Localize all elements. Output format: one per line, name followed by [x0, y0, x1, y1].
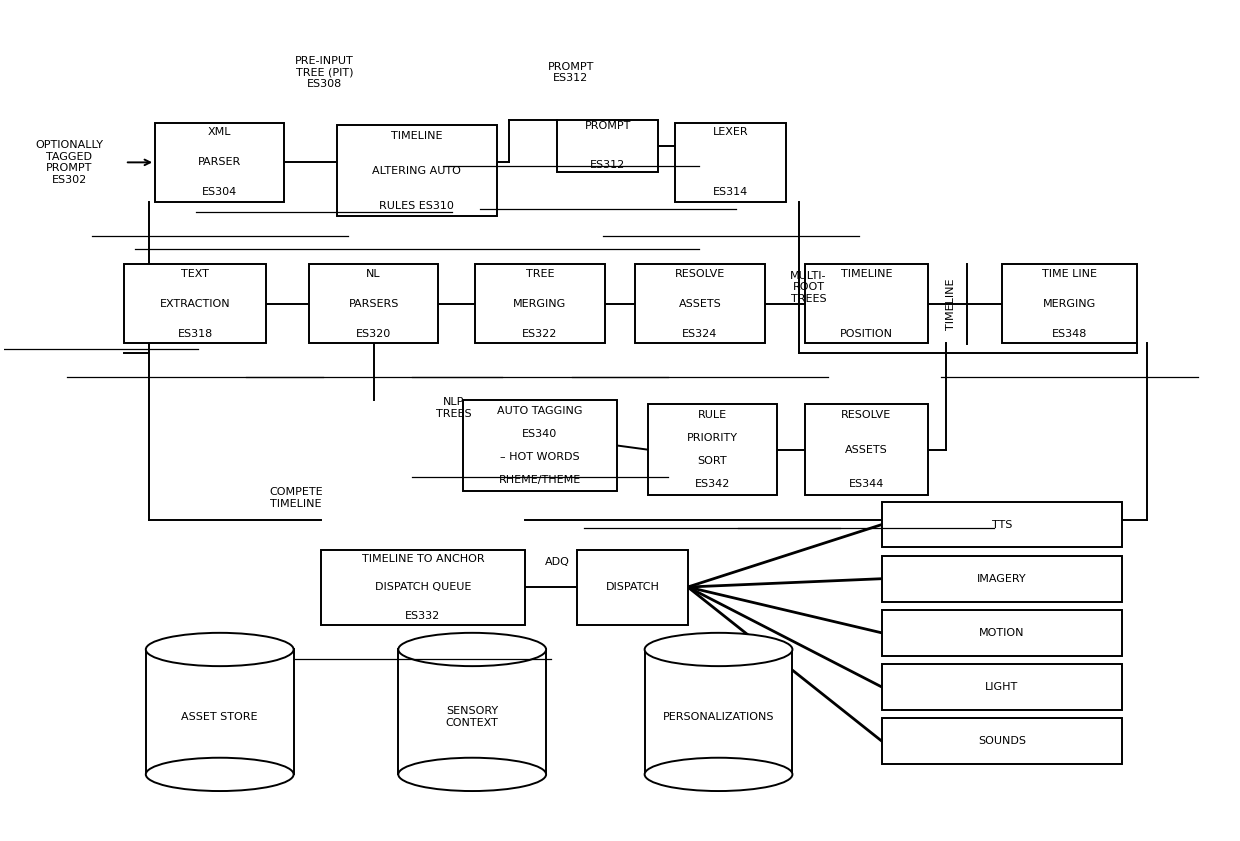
Text: RULE: RULE	[698, 410, 727, 420]
Text: ES304: ES304	[202, 188, 237, 198]
Bar	[577, 549, 688, 625]
Text: NLP
TREES: NLP TREES	[436, 397, 471, 419]
Bar	[398, 649, 546, 775]
Text: ES344: ES344	[848, 479, 884, 489]
Text: MERGING: MERGING	[1043, 299, 1096, 309]
Text: ES324: ES324	[682, 329, 718, 339]
Text: TIMELINE: TIMELINE	[946, 278, 956, 330]
Bar	[309, 264, 438, 343]
Bar	[557, 120, 658, 172]
Bar	[1002, 264, 1137, 343]
Text: PARSER: PARSER	[198, 157, 242, 167]
Text: ES318: ES318	[177, 329, 213, 339]
Text: MOTION: MOTION	[980, 628, 1024, 637]
Text: PARSERS: PARSERS	[348, 299, 399, 309]
Bar	[475, 264, 605, 343]
Bar	[676, 123, 786, 202]
Text: – HOT WORDS: – HOT WORDS	[500, 452, 580, 462]
Bar	[463, 399, 618, 491]
Ellipse shape	[398, 632, 546, 666]
Bar	[882, 610, 1122, 656]
Text: SORT: SORT	[698, 457, 727, 466]
Bar	[635, 264, 765, 343]
Text: ES322: ES322	[522, 329, 558, 339]
Text: DISPATCH: DISPATCH	[605, 582, 660, 592]
Text: PROMPT
ES312: PROMPT ES312	[548, 61, 594, 83]
Text: ES312: ES312	[590, 161, 625, 171]
Text: ALTERING AUTO: ALTERING AUTO	[372, 166, 461, 176]
Bar	[882, 718, 1122, 764]
Text: ASSETS: ASSETS	[844, 445, 888, 455]
Text: ES320: ES320	[356, 329, 392, 339]
Bar	[882, 502, 1122, 547]
Text: TIME LINE: TIME LINE	[1042, 269, 1097, 279]
Text: ES332: ES332	[405, 611, 440, 621]
Bar	[124, 264, 265, 343]
Text: ES340: ES340	[522, 429, 558, 439]
Text: TIMELINE: TIMELINE	[391, 131, 443, 141]
Text: SOUNDS: SOUNDS	[978, 736, 1025, 746]
Text: RULES ES310: RULES ES310	[379, 200, 454, 210]
Text: RESOLVE: RESOLVE	[675, 269, 725, 279]
Text: EXTRACTION: EXTRACTION	[160, 299, 231, 309]
Text: TIMELINE: TIMELINE	[841, 269, 892, 279]
Text: POSITION: POSITION	[839, 329, 893, 339]
Bar	[337, 125, 497, 216]
Bar	[321, 549, 525, 625]
Text: TIMELINE TO ANCHOR: TIMELINE TO ANCHOR	[362, 553, 485, 563]
Text: DISPATCH QUEUE: DISPATCH QUEUE	[374, 582, 471, 592]
Text: LEXER: LEXER	[713, 127, 749, 137]
Ellipse shape	[398, 758, 546, 791]
Text: MULTI-
ROOT
TREES: MULTI- ROOT TREES	[790, 271, 827, 304]
Text: NL: NL	[366, 269, 381, 279]
Text: OPTIONALLY
TAGGED
PROMPT
ES302: OPTIONALLY TAGGED PROMPT ES302	[36, 140, 103, 185]
Text: LIGHT: LIGHT	[986, 682, 1018, 692]
Text: ASSETS: ASSETS	[678, 299, 722, 309]
Text: TEXT: TEXT	[181, 269, 210, 279]
Text: ES314: ES314	[713, 188, 749, 198]
Ellipse shape	[146, 632, 294, 666]
Bar	[645, 649, 792, 775]
Bar	[146, 649, 294, 775]
Text: XML: XML	[208, 127, 232, 137]
Bar	[882, 664, 1122, 710]
Bar	[882, 556, 1122, 601]
Text: PRIORITY: PRIORITY	[687, 433, 738, 443]
Text: ES342: ES342	[694, 479, 730, 489]
Text: AUTO TAGGING: AUTO TAGGING	[497, 405, 583, 415]
Text: PRE-INPUT
TREE (PIT)
ES308: PRE-INPUT TREE (PIT) ES308	[295, 56, 353, 89]
Text: TREE: TREE	[526, 269, 554, 279]
Bar	[805, 264, 928, 343]
Text: ADQ: ADQ	[544, 557, 569, 567]
Text: PROMPT: PROMPT	[584, 121, 631, 131]
Text: ES348: ES348	[1052, 329, 1087, 339]
Bar	[805, 404, 928, 495]
Text: TTS: TTS	[992, 520, 1012, 530]
Text: IMAGERY: IMAGERY	[977, 574, 1027, 584]
Text: RESOLVE: RESOLVE	[841, 410, 892, 420]
Bar	[647, 404, 777, 495]
Text: MERGING: MERGING	[513, 299, 567, 309]
Ellipse shape	[146, 758, 294, 791]
Bar	[155, 123, 284, 202]
Text: ASSET STORE: ASSET STORE	[181, 712, 258, 722]
Text: COMPETE
TIMELINE: COMPETE TIMELINE	[269, 487, 322, 509]
Text: PERSONALIZATIONS: PERSONALIZATIONS	[663, 712, 774, 722]
Text: SENSORY
CONTEXT: SENSORY CONTEXT	[446, 706, 498, 727]
Ellipse shape	[645, 632, 792, 666]
Ellipse shape	[645, 758, 792, 791]
Text: RHEME/THEME: RHEME/THEME	[498, 475, 582, 485]
